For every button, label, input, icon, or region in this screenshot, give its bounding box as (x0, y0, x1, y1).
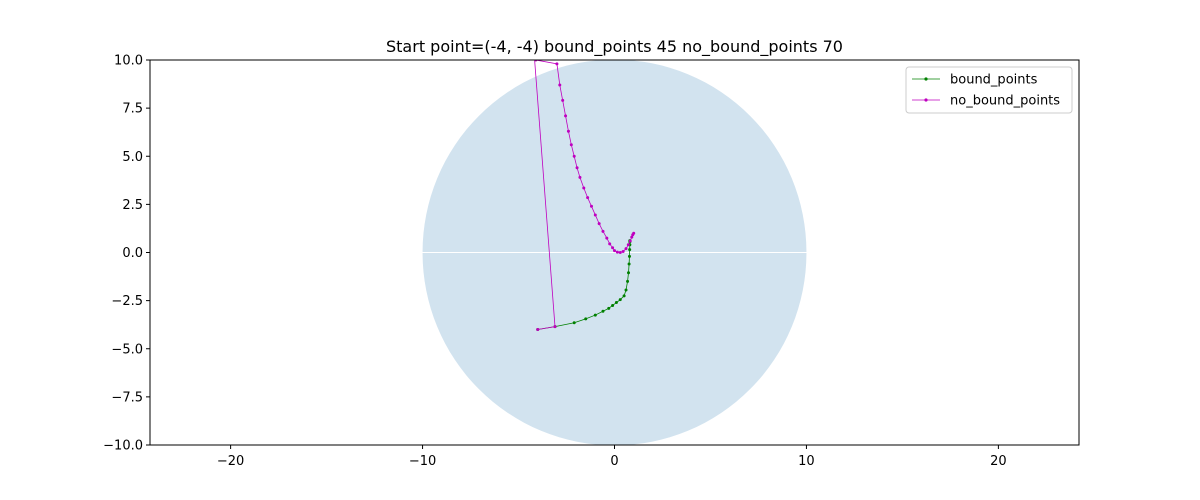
point-no_bound_points-12 (578, 175, 582, 179)
point-no_bound_points-20 (608, 242, 612, 246)
y-tick-label-6: 5.0 (122, 150, 143, 165)
legend-marker-no_bound_points (924, 98, 928, 102)
y-tick-label-4: 0.0 (122, 246, 143, 261)
point-no_bound_points-15 (589, 204, 593, 208)
point-no_bound_points-18 (601, 229, 605, 233)
point-bound_points-9 (618, 298, 622, 302)
x-tick-label-2: 0 (610, 454, 618, 469)
point-no_bound_points-21 (611, 246, 615, 250)
y-tick-label-5: 2.5 (122, 198, 143, 213)
point-bound_points-8 (614, 301, 618, 305)
point-no_bound_points-26 (624, 247, 628, 251)
point-no_bound_points-0 (536, 328, 540, 331)
point-bound_points-11 (624, 288, 628, 292)
x-tick-label-4: 20 (990, 454, 1007, 469)
point-no_bound_points-24 (618, 251, 622, 254)
y-tick-label-0: −10.0 (103, 439, 143, 454)
point-no_bound_points-16 (593, 213, 597, 217)
point-bound_points-14 (627, 262, 631, 266)
point-no_bound_points-4 (555, 62, 559, 66)
point-no_bound_points-22 (613, 249, 616, 253)
point-no_bound_points-6 (561, 98, 565, 102)
y-tick-label-3: −2.5 (111, 294, 143, 309)
point-no_bound_points-19 (605, 236, 609, 240)
point-no_bound_points-27 (626, 243, 630, 247)
point-no_bound_points-1 (553, 325, 557, 329)
x-tick-label-1: −10 (409, 454, 436, 469)
point-bound_points-7 (611, 303, 615, 307)
x-tick-label-0: −20 (217, 454, 244, 469)
point-no_bound_points-23 (615, 250, 619, 254)
legend-label-bound_points: bound_points (950, 73, 1038, 88)
legend-box (905, 66, 1073, 114)
y-tick-label-7: 7.5 (122, 102, 143, 117)
point-bound_points-4 (593, 313, 597, 317)
point-bound_points-12 (626, 279, 630, 283)
chart-title: Start point=(-4, -4) bound_points 45 no_… (386, 37, 843, 57)
point-bound_points-6 (607, 306, 611, 310)
point-bound_points-2 (572, 321, 576, 325)
point-no_bound_points-13 (582, 186, 586, 190)
y-tick-label-1: −7.5 (111, 390, 143, 405)
point-bound_points-3 (584, 317, 588, 321)
point-bound_points-13 (627, 271, 631, 275)
region-disk-upper (422, 60, 807, 252)
legend-label-no_bound_points: no_bound_points (950, 94, 1060, 109)
point-no_bound_points-9 (569, 143, 573, 147)
point-no_bound_points-17 (597, 222, 601, 226)
point-no_bound_points-8 (566, 129, 570, 133)
point-bound_points-16 (628, 248, 632, 252)
point-no_bound_points-28 (628, 239, 632, 243)
point-no_bound_points-31 (632, 231, 636, 235)
region-disk-lower (422, 253, 807, 445)
legend-marker-bound_points (924, 77, 928, 81)
point-no_bound_points-14 (586, 196, 590, 200)
y-tick-label-2: −5.0 (111, 342, 143, 357)
point-no_bound_points-5 (558, 83, 562, 87)
x-tick-label-3: 10 (798, 454, 815, 469)
y-tick-label-8: 10.0 (114, 54, 143, 69)
point-no_bound_points-7 (564, 114, 568, 118)
point-bound_points-10 (622, 294, 626, 298)
point-no_bound_points-29 (630, 235, 634, 239)
point-no_bound_points-25 (621, 250, 625, 254)
point-no_bound_points-10 (572, 154, 576, 158)
point-no_bound_points-11 (575, 166, 579, 170)
point-bound_points-5 (601, 309, 605, 313)
point-bound_points-15 (627, 254, 631, 258)
